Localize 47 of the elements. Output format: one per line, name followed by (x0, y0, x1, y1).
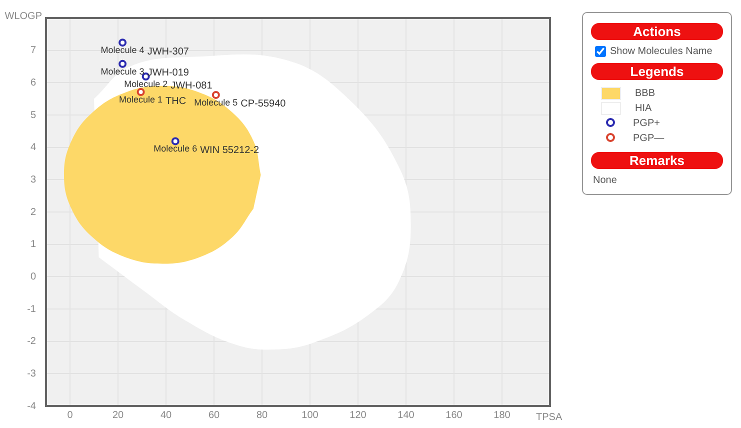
y-tick-label: -2 (27, 336, 36, 348)
x-tick-label: 0 (67, 410, 74, 421)
legend-label: BBB (635, 88, 656, 99)
legend-label: PGP+ (633, 118, 660, 129)
y-tick-label: 6 (30, 77, 36, 88)
point (118, 38, 127, 47)
x-tick-label: 160 (446, 410, 463, 421)
x-tick-label: 180 (494, 410, 511, 421)
annotation: Molecule 3 (100, 66, 144, 76)
x-tick-label: 120 (350, 410, 367, 421)
text: Actions (591, 23, 723, 40)
y-tick-label: 5 (30, 110, 36, 121)
y-tick-label: 7 (30, 45, 36, 56)
point (212, 90, 220, 99)
x-tick-label: 140 (398, 410, 415, 421)
y-tick-label: 4 (30, 142, 36, 154)
y-tick-label: -1 (27, 304, 36, 315)
point (118, 60, 127, 68)
y-tick-label: 1 (30, 239, 36, 250)
annotation: Molecule 6 (154, 144, 198, 154)
y-tick-label: -3 (27, 368, 36, 380)
y-tick-label: -4 (27, 400, 36, 412)
x-tick-label: 80 (256, 410, 268, 421)
legend-label: HIA (635, 103, 652, 114)
text: Show Molecules Name (610, 46, 712, 57)
annotation: Molecule 1 (119, 94, 163, 105)
x-tick-label: 100 (302, 410, 319, 421)
point (136, 88, 145, 96)
annotation: Molecule 4 (100, 45, 144, 56)
annotation: JWH-307 (147, 46, 190, 58)
y-tick-label: 0 (30, 271, 36, 282)
annotation: THC (166, 96, 186, 107)
annotation: JWH-081 (170, 80, 213, 92)
point (171, 137, 180, 146)
text: None (593, 175, 618, 186)
x-axis-title: TPSA (536, 412, 562, 423)
legend-label: PGP— (633, 133, 664, 144)
y-tick-label: 3 (30, 174, 36, 186)
text: Remarks (591, 152, 723, 169)
y-tick-label: 2 (30, 206, 36, 218)
annotation: JWH-019 (147, 68, 190, 79)
y-axis-title: WLOGP (4, 10, 42, 22)
annotation: CP-55940 (240, 98, 286, 110)
x-tick-label: 20 (112, 410, 124, 421)
x-tick-label: 60 (208, 410, 220, 421)
x-tick-label: 40 (160, 410, 172, 421)
legend-title: Legends (591, 63, 723, 80)
